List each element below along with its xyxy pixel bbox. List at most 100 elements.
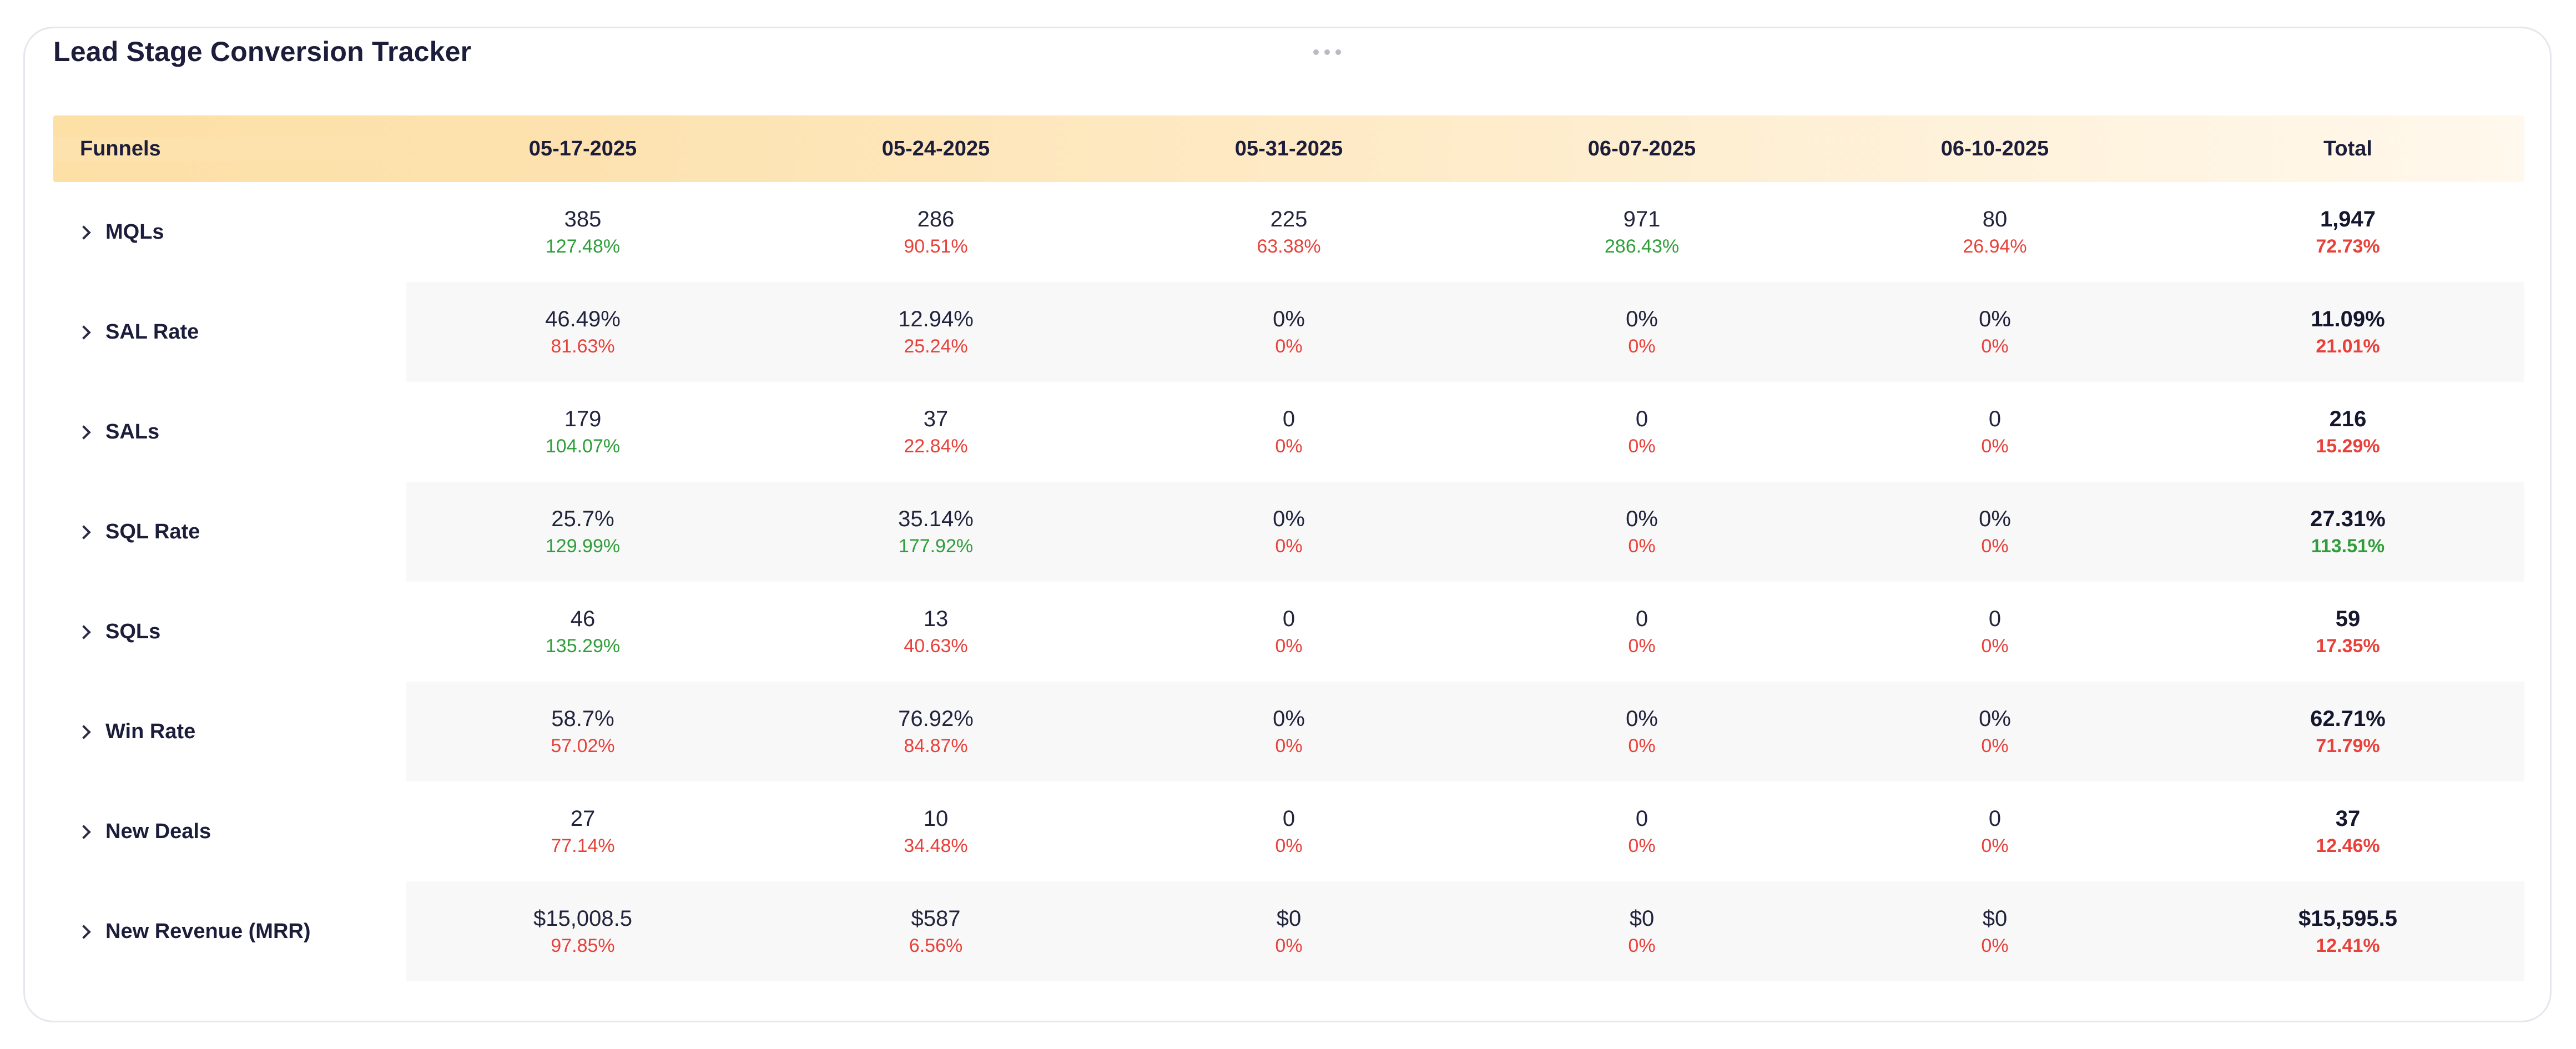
data-cell: 0% 0% [1818,482,2171,582]
header-total[interactable]: Total [2323,137,2372,160]
cell-value: 37 [923,407,949,431]
cell-change-percent: 0% [1275,436,1303,457]
cell-value: 0% [1626,507,1658,531]
chevron-right-icon[interactable] [77,625,91,639]
table-row: Win Rate 58.7% 57.02% 76.92% 84.87% 0% 0% 0% 0% 0… [53,682,2524,781]
data-cell: $15,008.5 97.85% [406,881,759,981]
data-cell: 0 0% [1465,382,1818,482]
data-cell: 0 0% [1112,781,1465,881]
cell-change-percent: 286.43% [1604,236,1680,257]
chevron-right-icon[interactable] [77,525,91,539]
header-date-1[interactable]: 05-17-2025 [528,137,637,160]
table-row: SAL Rate 46.49% 81.63% 12.94% 25.24% 0% 0% 0% 0%… [53,282,2524,382]
data-cell: 0% 0% [1465,282,1818,382]
data-cell: 179 104.07% [406,382,759,482]
chevron-right-icon[interactable] [77,725,91,739]
cell-value: $0 [1982,906,2008,931]
header-date-4[interactable]: 06-07-2025 [1587,137,1696,160]
table-header: Funnels 05-17-2025 05-24-2025 05-31-2025… [53,115,2524,182]
cell-change-percent: 0% [1628,536,1656,557]
cell-value: 0 [1282,407,1295,431]
cell-change-percent: 0% [1981,536,2009,557]
chevron-right-icon[interactable] [77,325,91,340]
cell-value: 13 [923,607,949,631]
cell-change-percent: 0% [1981,735,2009,757]
header-date-3[interactable]: 05-31-2025 [1234,137,1343,160]
cell-change-percent: 57.02% [551,735,615,757]
total-cell: 27.31% 113.51% [2171,482,2524,582]
cell-change-percent: 6.56% [909,935,963,956]
cell-change-percent: 0% [1981,636,2009,657]
header-date-2[interactable]: 05-24-2025 [881,137,990,160]
data-cell: 0 0% [1465,582,1818,682]
cell-value: 0 [1635,806,1649,831]
cell-change-percent: 0% [1981,835,2009,856]
total-value: 59 [2335,607,2361,631]
drag-handle-icon[interactable] [1312,49,1343,60]
total-change-percent: 72.73% [2316,236,2380,257]
chevron-right-icon[interactable] [77,225,91,240]
total-change-percent: 12.41% [2316,935,2380,956]
total-value: 216 [2329,407,2367,431]
row-expander[interactable]: SQLs [53,582,406,682]
cell-change-percent: 0% [1628,636,1656,657]
table-row: SQLs 46 135.29% 13 40.63% 0 0% 0 0% 0 0% 59 17.35% [53,582,2524,682]
row-expander[interactable]: SALs [53,382,406,482]
cell-change-percent: 177.92% [898,536,974,557]
chevron-right-icon[interactable] [77,825,91,839]
cell-value: 0 [1635,407,1649,431]
row-expander[interactable]: MQLs [53,182,406,282]
funnel-table: Funnels 05-17-2025 05-24-2025 05-31-2025… [53,115,2524,981]
data-cell: 0 0% [1465,781,1818,881]
data-cell: 12.94% 25.24% [759,282,1112,382]
row-expander[interactable]: New Revenue (MRR) [53,881,406,981]
data-cell: $0 0% [1818,881,2171,981]
total-change-percent: 21.01% [2316,336,2380,357]
row-expander[interactable]: SAL Rate [53,282,406,382]
data-cell: 35.14% 177.92% [759,482,1112,582]
header-date-5[interactable]: 06-10-2025 [1940,137,2049,160]
data-cell: 0% 0% [1818,282,2171,382]
data-cell: 37 22.84% [759,382,1112,482]
data-cell: 0 0% [1112,582,1465,682]
cell-change-percent: 0% [1628,336,1656,357]
cell-value: 0 [1988,407,2002,431]
data-cell: 0 0% [1818,582,2171,682]
data-cell: 25.7% 129.99% [406,482,759,582]
table-row: SALs 179 104.07% 37 22.84% 0 0% 0 0% 0 0% 216 15.29% [53,382,2524,482]
cell-change-percent: 90.51% [904,236,968,257]
data-cell: 286 90.51% [759,182,1112,282]
cell-value: 10 [923,806,949,831]
row-label: Win Rate [105,719,196,743]
row-expander[interactable]: Win Rate [53,682,406,781]
chevron-right-icon[interactable] [77,925,91,939]
cell-change-percent: 34.48% [904,835,968,856]
total-cell: 11.09% 21.01% [2171,282,2524,382]
chevron-right-icon[interactable] [77,425,91,440]
cell-change-percent: 84.87% [904,735,968,757]
cell-change-percent: 0% [1275,735,1303,757]
cell-value: 0% [1273,707,1305,731]
cell-value: 0% [1626,707,1658,731]
cell-value: 80 [1982,207,2008,231]
total-change-percent: 17.35% [2316,636,2380,657]
cell-change-percent: 127.48% [545,236,621,257]
cell-value: $587 [911,906,961,931]
cell-value: 0 [1635,607,1649,631]
cell-change-percent: 0% [1275,835,1303,856]
cell-change-percent: 135.29% [545,636,621,657]
table-row: SQL Rate 25.7% 129.99% 35.14% 177.92% 0% 0% 0% 0… [53,482,2524,582]
data-cell: 0% 0% [1465,682,1818,781]
cell-value: 0% [1979,707,2011,731]
row-expander[interactable]: SQL Rate [53,482,406,582]
row-expander[interactable]: New Deals [53,781,406,881]
row-label: SAL Rate [105,320,199,344]
cell-value: 0 [1988,806,2002,831]
total-change-percent: 71.79% [2316,735,2380,757]
total-cell: 59 17.35% [2171,582,2524,682]
data-cell: 0% 0% [1112,482,1465,582]
cell-change-percent: 40.63% [904,636,968,657]
header-funnels[interactable]: Funnels [53,137,406,161]
table-row: MQLs 385 127.48% 286 90.51% 225 63.38% 971 286.4… [53,182,2524,282]
cell-change-percent: 63.38% [1257,236,1321,257]
